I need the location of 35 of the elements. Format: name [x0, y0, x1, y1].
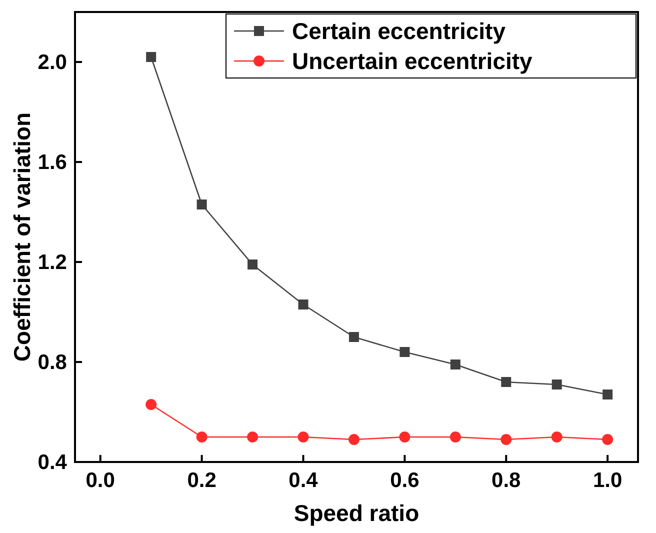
legend-label: Uncertain eccentricity	[292, 48, 533, 74]
point	[248, 260, 258, 270]
x-tick-label: 0.0	[86, 469, 115, 492]
point	[196, 200, 207, 210]
point	[146, 52, 156, 62]
y-tick-label: 2.0	[38, 51, 67, 74]
point	[348, 434, 360, 445]
point	[500, 434, 512, 445]
y-tick-label: 0.4	[38, 451, 68, 474]
point	[348, 332, 359, 342]
point	[399, 432, 410, 442]
x-tick-label: 1.0	[592, 469, 622, 492]
point	[501, 377, 512, 387]
point	[602, 390, 613, 400]
y-tick-label: 1.6	[38, 151, 67, 174]
point	[298, 432, 309, 442]
point	[450, 360, 460, 370]
point	[298, 300, 308, 310]
point	[196, 432, 208, 442]
y-tick-label: 1.2	[38, 251, 67, 274]
y-axis-title: Coefficient of variation	[9, 112, 35, 362]
x-tick-label: 0.4	[288, 469, 318, 492]
x-tick-label: 0.2	[187, 469, 216, 492]
point	[450, 432, 461, 442]
x-tick-label: 0.6	[390, 469, 420, 492]
point	[146, 399, 157, 410]
point	[552, 380, 562, 390]
y-tick-label: 0.8	[38, 351, 68, 374]
point	[400, 347, 410, 357]
point	[247, 432, 258, 442]
x-axis-title: Speed ratio	[294, 500, 420, 526]
point	[551, 432, 562, 442]
x-tick-label: 0.8	[492, 469, 522, 492]
point	[602, 434, 614, 445]
legend-label: Certain eccentricity	[292, 18, 506, 44]
